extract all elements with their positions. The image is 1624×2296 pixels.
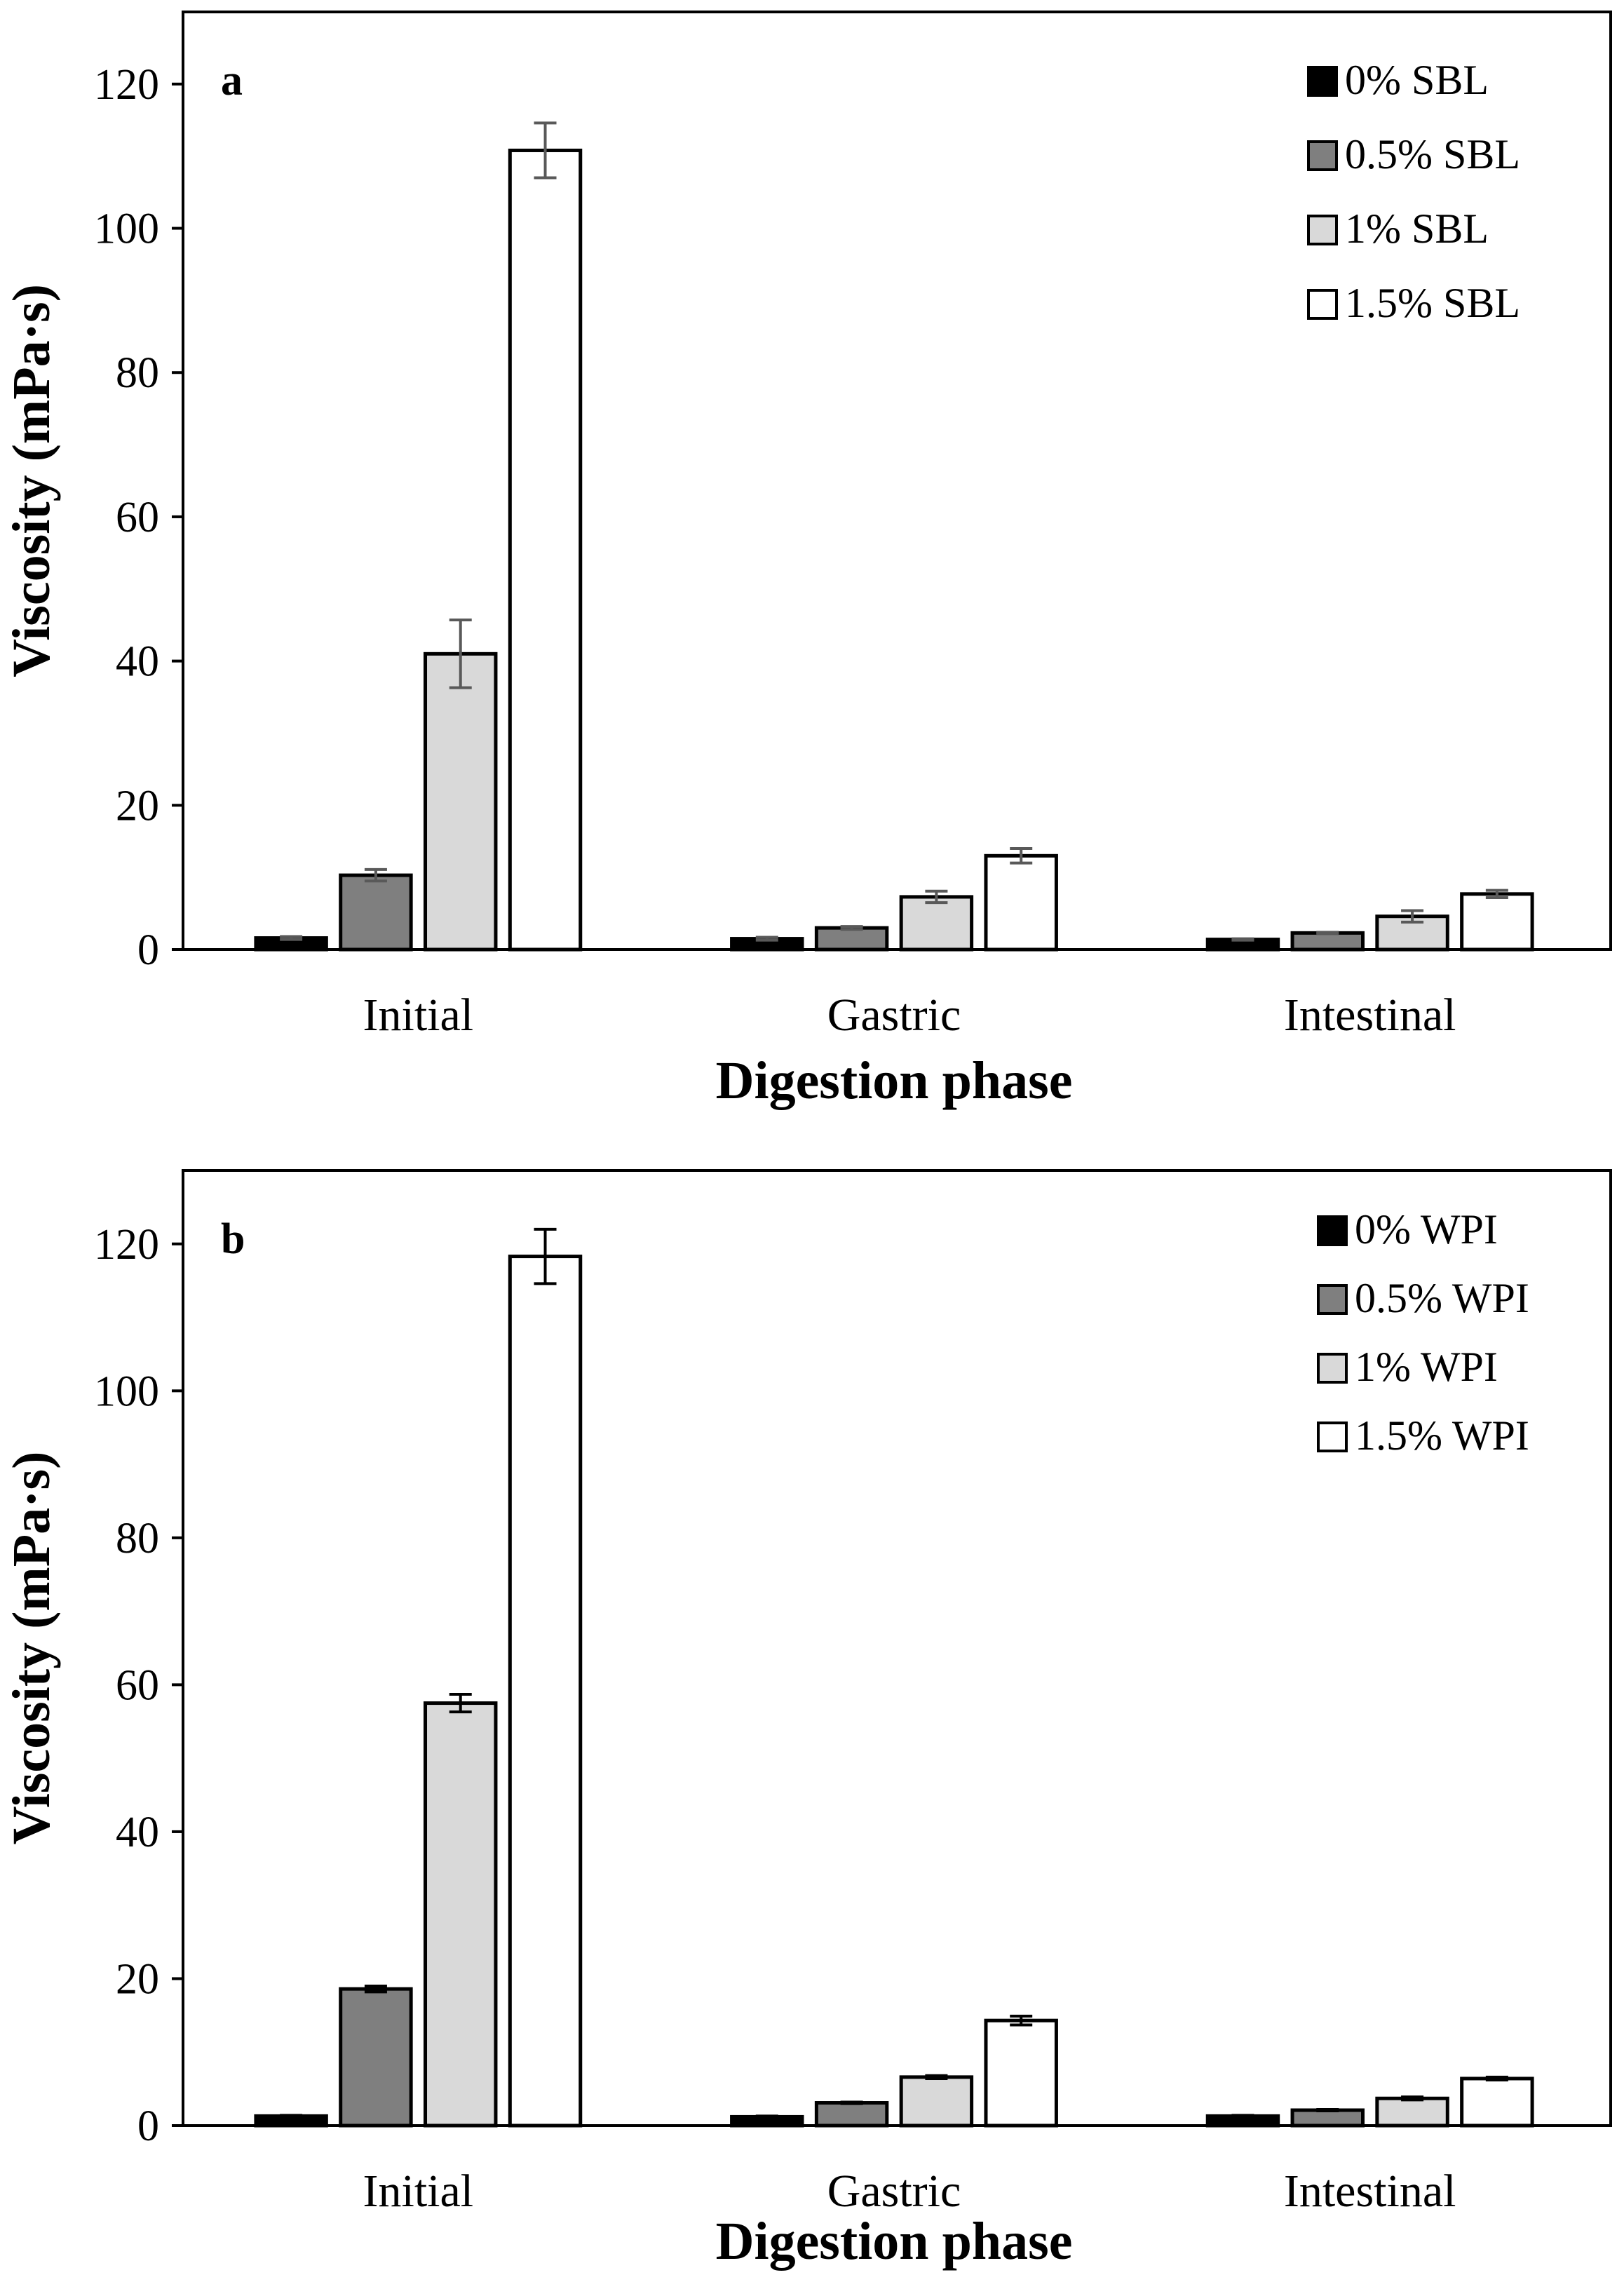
legend-label: 0% WPI <box>1355 1206 1498 1252</box>
y-tick-label: 20 <box>116 782 159 830</box>
y-tick-label: 20 <box>116 1955 159 2003</box>
bar <box>508 1255 583 2128</box>
bar <box>814 2101 889 2128</box>
y-tick-label: 100 <box>94 1368 159 1415</box>
legend-label: 1.5% SBL <box>1345 280 1520 326</box>
x-tick-label: Initial <box>363 2166 474 2217</box>
x-tick-label: Intestinal <box>1284 2166 1456 2217</box>
panel-label: a <box>221 57 243 104</box>
y-tick-label: 80 <box>116 1515 159 1562</box>
legend-swatch <box>1307 66 1338 97</box>
y-tick-label: 100 <box>94 205 159 253</box>
legend-label: 1% SBL <box>1345 205 1489 252</box>
chart-panel-a: 0 20 40 60 80 100 120 Viscosity (mPa·s) Initial G… <box>2 11 1612 1110</box>
y-tick-label: 0 <box>137 926 159 974</box>
bar <box>1460 892 1534 952</box>
y-tick-label: 60 <box>116 494 159 541</box>
legend-swatch <box>1307 140 1338 171</box>
bar <box>424 1701 498 2128</box>
bar <box>339 873 413 952</box>
bar <box>339 1987 413 2128</box>
legend-label: 0% SBL <box>1345 57 1489 103</box>
x-tick-label: Intestinal <box>1284 990 1456 1041</box>
bar <box>899 2075 974 2128</box>
y-tick-label: 80 <box>116 349 159 397</box>
y-tick-label: 40 <box>116 638 159 686</box>
y-tick-label: 120 <box>94 61 159 109</box>
y-axis-title: Viscosity (mPa·s) <box>2 1452 61 1845</box>
x-tick-label: Gastric <box>827 990 961 1041</box>
plot-frame <box>182 1169 1612 2127</box>
bar <box>984 2018 1058 2128</box>
bar <box>1375 2096 1449 2128</box>
legend-label: 0.5% WPI <box>1355 1275 1529 1321</box>
legend-swatch <box>1307 289 1338 320</box>
legend-swatch <box>1317 1215 1348 1246</box>
bar <box>1460 2076 1534 2128</box>
chart-panel-b: 0 20 40 60 80 100 120 Viscosity (mPa·s) Initial G… <box>2 1169 1612 2271</box>
bar <box>899 895 974 952</box>
legend-label: 0.5% SBL <box>1345 131 1520 177</box>
bar <box>424 651 498 952</box>
legend-swatch <box>1307 215 1338 245</box>
bar <box>984 853 1058 952</box>
y-tick-label: 60 <box>116 1661 159 1709</box>
bar <box>1290 2108 1365 2128</box>
legend-label: 1% WPI <box>1355 1344 1498 1390</box>
bar <box>814 926 889 952</box>
panel-label: b <box>221 1215 245 1263</box>
y-tick-label: 0 <box>137 2102 159 2150</box>
x-axis-title: Digestion phase <box>716 2212 1073 2271</box>
legend-swatch <box>1317 1422 1348 1452</box>
legend-swatch <box>1317 1284 1348 1315</box>
y-axis-title: Viscosity (mPa·s) <box>2 284 61 677</box>
x-tick-label: Initial <box>363 990 474 1041</box>
legend-label: 1.5% WPI <box>1355 1412 1529 1459</box>
legend-swatch <box>1317 1353 1348 1384</box>
x-tick-label: Gastric <box>827 2166 961 2217</box>
y-tick-label: 120 <box>94 1221 159 1269</box>
bar <box>508 148 583 952</box>
x-axis-title: Digestion phase <box>716 1051 1073 1110</box>
plot-frame <box>182 11 1612 951</box>
bar <box>1290 931 1365 952</box>
y-tick-label: 40 <box>116 1809 159 1856</box>
